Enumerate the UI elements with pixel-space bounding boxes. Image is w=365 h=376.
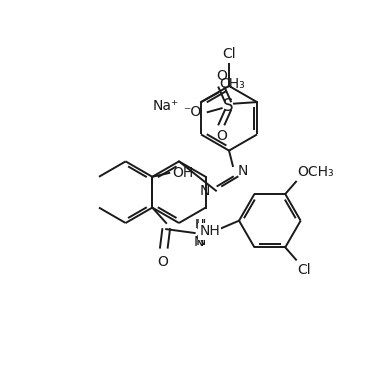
Text: O: O [158, 255, 169, 268]
Text: O: O [216, 69, 227, 83]
Text: ⁻O: ⁻O [183, 105, 201, 119]
Text: H: H [195, 218, 204, 231]
Text: Na⁺: Na⁺ [152, 99, 178, 113]
Text: Cl: Cl [297, 263, 311, 277]
Text: H
N: H N [196, 218, 206, 248]
Text: Cl: Cl [222, 47, 236, 61]
Text: OCH₃: OCH₃ [297, 165, 334, 179]
Text: CH₃: CH₃ [219, 77, 245, 91]
Text: S: S [223, 97, 233, 115]
Text: NH: NH [199, 224, 220, 238]
Text: N: N [238, 164, 248, 177]
Text: OH: OH [172, 166, 193, 180]
Text: N: N [194, 235, 204, 249]
Text: O: O [216, 129, 227, 143]
Text: N: N [199, 183, 210, 198]
